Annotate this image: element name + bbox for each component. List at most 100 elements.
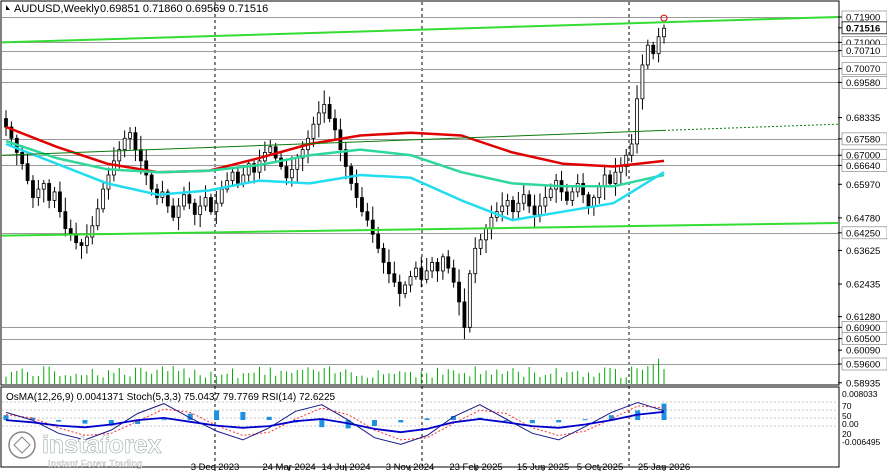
osma-bar — [424, 418, 430, 420]
candle-body — [68, 228, 73, 235]
instaforex-logo: instaforex Instant Forex Trading — [7, 430, 162, 470]
candle-body — [397, 281, 402, 294]
rsi-line — [5, 411, 665, 434]
level-price-box — [841, 332, 887, 345]
time-tick-label: 14 Jul 2024 — [321, 462, 370, 472]
candle-body — [451, 267, 456, 283]
indicator-tick-label: 50 — [842, 411, 852, 421]
logo-tagline: Instant Forex Trading — [48, 459, 143, 470]
candle-body — [543, 197, 548, 207]
stoch-main-line — [5, 401, 665, 445]
candle-body — [176, 205, 181, 218]
candle-body — [95, 208, 100, 227]
osma-bar — [161, 419, 167, 421]
candle-body — [608, 174, 612, 184]
candle-body — [138, 149, 143, 162]
candle-body — [565, 191, 569, 201]
osma-bar — [398, 420, 404, 423]
candle-body — [462, 301, 467, 328]
level-price-box — [841, 357, 887, 371]
midline-extension — [663, 123, 839, 131]
candle-body — [187, 194, 192, 204]
price-tick-label: 0.70710 — [846, 46, 880, 57]
candle-body — [414, 267, 418, 277]
indicator-header: OsMA(12,26,9) 0.0041371 Stoch(5,3,3) 75.… — [6, 392, 336, 403]
channel-line — [1, 16, 839, 44]
price-tick-label: 0.68335 — [846, 113, 880, 124]
candle-body — [58, 191, 62, 213]
osma-bar — [503, 420, 509, 421]
candle-body — [489, 216, 494, 229]
price-tick-label: 0.62435 — [846, 280, 880, 291]
high-marker — [660, 14, 668, 22]
candle-body — [651, 44, 656, 55]
candle-body — [257, 160, 262, 173]
candle-body — [252, 163, 256, 173]
candle-body — [182, 194, 186, 207]
osma-bar — [608, 415, 614, 420]
candle-body — [435, 262, 440, 272]
level-price-box — [841, 132, 887, 146]
candle-body — [602, 174, 607, 187]
candle-body — [597, 185, 602, 198]
time-tick-label: 15 Jun 2025 — [517, 462, 569, 472]
candle-body — [192, 202, 197, 215]
candle-body — [360, 197, 364, 213]
price-tick-label: 0.59600 — [846, 360, 880, 371]
candle-body — [128, 132, 132, 139]
candle-body — [467, 273, 472, 328]
candle-body — [591, 197, 596, 207]
osma-bar — [82, 420, 88, 424]
candle-body — [225, 180, 230, 190]
candle-body — [640, 64, 645, 100]
candle-body — [387, 262, 391, 275]
midline — [1, 129, 665, 156]
candle-body — [645, 44, 650, 66]
candle-body — [381, 247, 386, 263]
candle-body — [241, 174, 246, 184]
candle-body — [165, 191, 170, 207]
level-price-box — [841, 62, 887, 75]
candle-body — [376, 233, 381, 249]
candle-body — [203, 197, 208, 207]
candle-body — [4, 118, 8, 128]
candle-body — [457, 281, 461, 303]
price-tick-label: 0.63625 — [846, 246, 880, 257]
candle-body — [36, 188, 41, 198]
price-tick-label: 0.60090 — [846, 346, 880, 357]
candle-body — [236, 171, 240, 184]
candle-body — [500, 205, 505, 213]
candle-body — [230, 171, 235, 182]
time-tick-label: 5 Oct 2025 — [577, 462, 623, 472]
candle-body — [311, 123, 316, 139]
candle-body — [101, 188, 105, 210]
osma-bar — [3, 415, 9, 420]
osma-bar — [582, 419, 588, 421]
candle-body — [25, 163, 30, 182]
volume-bars — [5, 358, 665, 384]
osma-bar — [135, 420, 141, 424]
stoch-signal-line — [5, 405, 665, 441]
candles — [4, 14, 668, 340]
indicator-tick-label: -0.006495 — [842, 437, 881, 447]
osma-bar — [29, 417, 35, 420]
indicator-tick-label: 20 — [842, 429, 852, 439]
candle-body — [570, 191, 575, 201]
candle-body — [575, 183, 580, 193]
candle-body — [446, 256, 451, 269]
candle-body — [214, 202, 219, 213]
price-tick-label: 0.60500 — [846, 334, 880, 345]
candle-body — [79, 242, 84, 246]
candle-body — [635, 98, 639, 145]
candle-body — [20, 152, 25, 165]
candle-body — [322, 104, 327, 114]
indicator-tick-label: 0.008033 — [842, 389, 878, 399]
candle-body — [171, 205, 176, 218]
candle-body — [419, 267, 424, 280]
candle-body — [133, 132, 138, 150]
candle-body — [47, 183, 52, 201]
candle-body — [511, 199, 515, 213]
